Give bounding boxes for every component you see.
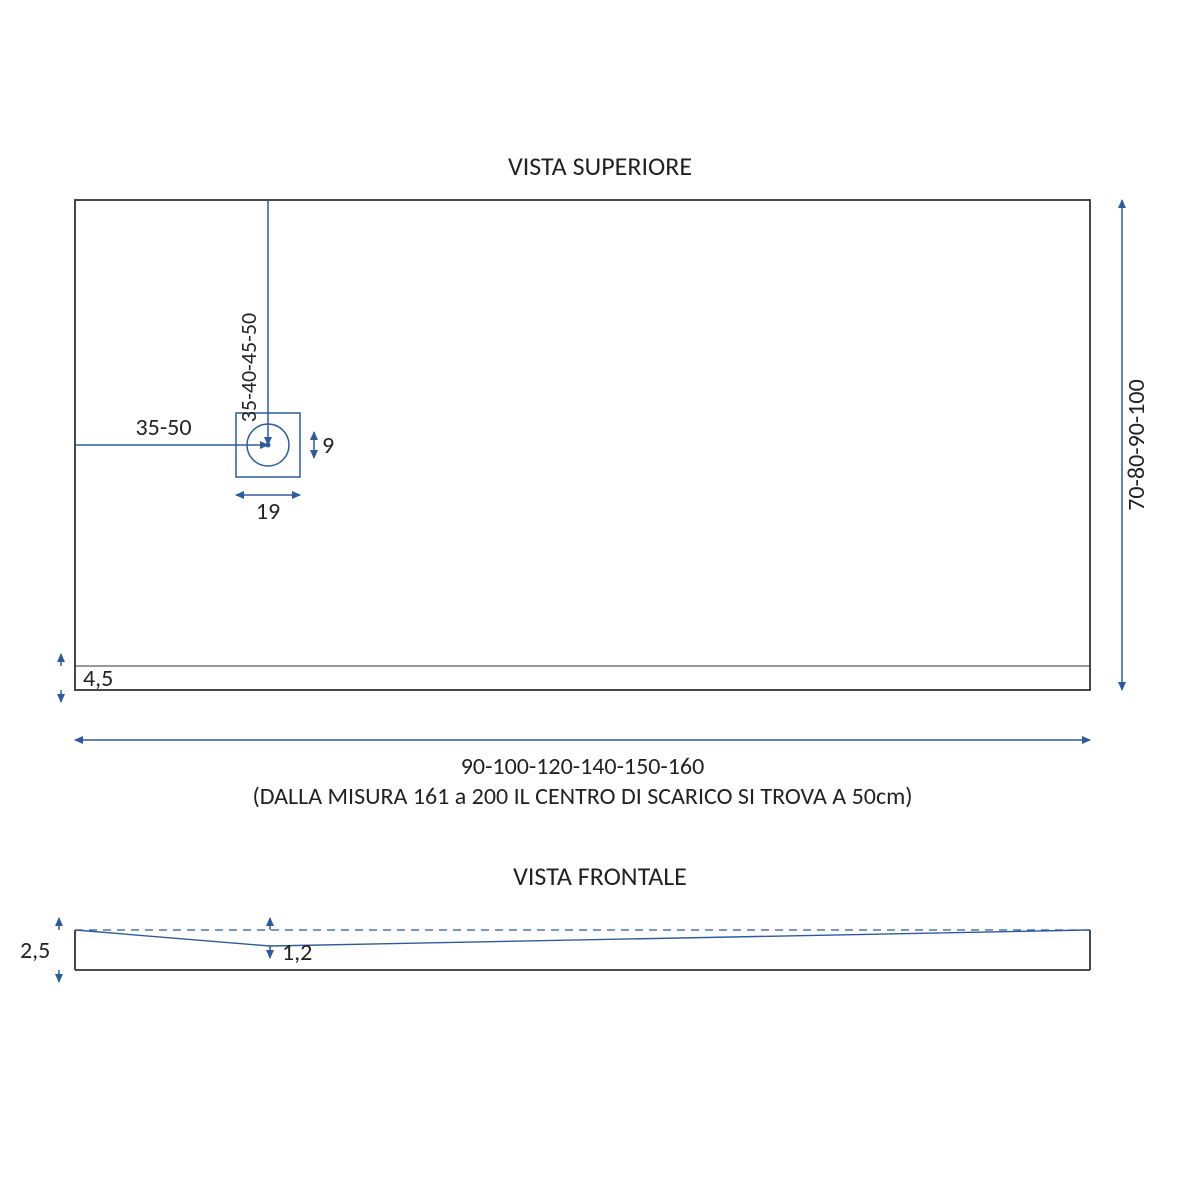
front-slope-left xyxy=(75,930,270,946)
dim-width-note: (DALLA MISURA 161 a 200 IL CENTRO DI SCA… xyxy=(252,782,912,811)
dim-front-dip: 1,2 xyxy=(282,938,312,967)
dim-width: 90-100-120-140-150-160 xyxy=(461,752,705,781)
dim-bottom-edge: 4,5 xyxy=(83,664,113,693)
dim-drain-from-top: 35-40-45-50 xyxy=(235,313,262,422)
front-slope-right xyxy=(270,930,1090,946)
dim-drain-width: 19 xyxy=(256,497,280,526)
dim-front-height: 2,5 xyxy=(20,936,50,965)
top-title: VISTA SUPERIORE xyxy=(508,150,692,182)
dim-drain-from-left: 35-50 xyxy=(135,413,191,442)
dim-height: 70-80-90-100 xyxy=(1122,379,1151,511)
dim-drain-inner: 9 xyxy=(322,431,334,460)
front-title: VISTA FRONTALE xyxy=(513,860,687,892)
